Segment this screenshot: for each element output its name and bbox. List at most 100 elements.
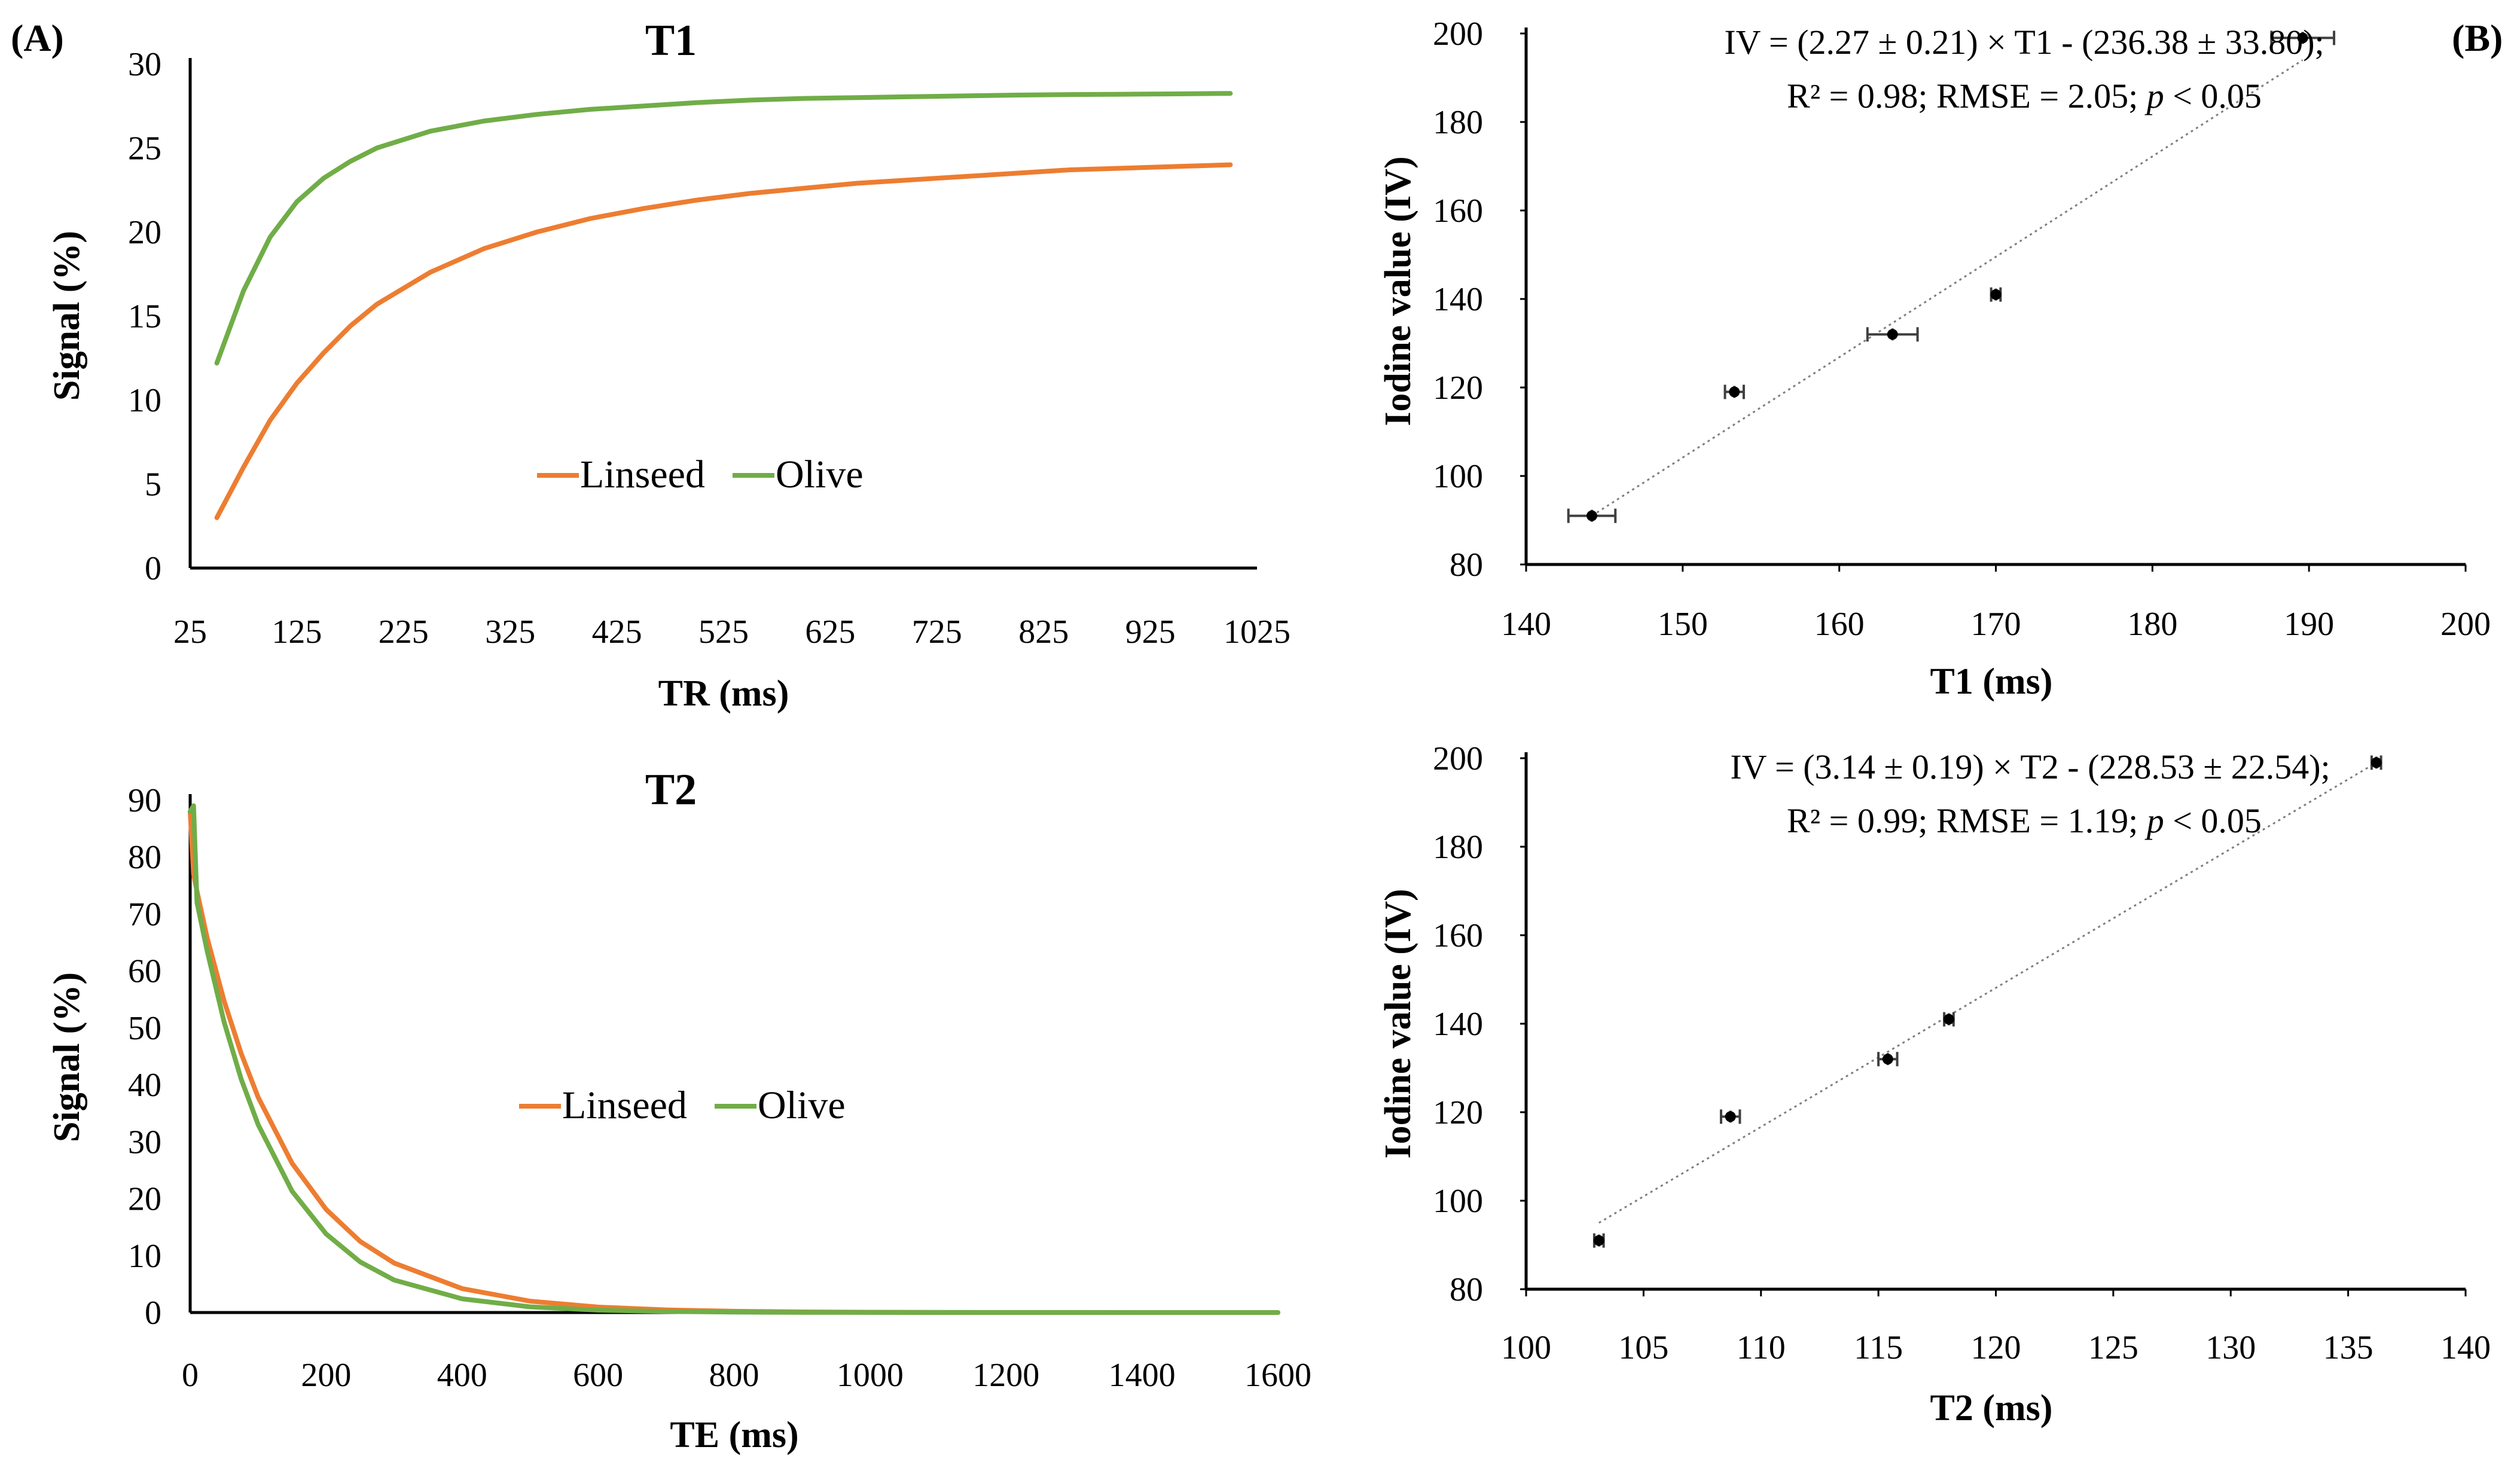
y-tick-label: 140 xyxy=(1433,281,1483,318)
x-tick-label: 225 xyxy=(379,614,429,651)
x-tick-label: 125 xyxy=(271,614,322,651)
y-axis-label: Iodine value (IV) xyxy=(1378,156,1418,426)
y-tick-label: 0 xyxy=(145,1295,161,1332)
data-point xyxy=(1725,1111,1736,1122)
x-tick-label: 1400 xyxy=(1109,1357,1176,1394)
regression-stats: R² = 0.98; RMSE = 2.05; p < 0.05 xyxy=(1787,77,2262,115)
x-tick-label: 105 xyxy=(1618,1329,1668,1366)
regression-stats: R² = 0.99; RMSE = 1.19; p < 0.05 xyxy=(1787,801,2262,840)
y-axis-label: Iodine value (IV) xyxy=(1378,889,1418,1158)
y-tick-label: 40 xyxy=(128,1067,161,1104)
series-line-linseed xyxy=(214,162,1233,520)
x-tick-label: 925 xyxy=(1125,614,1176,651)
legend-label-olive: Olive xyxy=(758,1084,846,1127)
x-tick-label: 0 xyxy=(182,1357,199,1394)
t2-signal-chart: 0 200 400 600 800 1000 1200 1400 1600 0 10 20 30 40 50… xyxy=(47,765,1311,1455)
x-tick-label: 140 xyxy=(2440,1329,2491,1366)
x-axis-label: T1 (ms) xyxy=(1930,661,2053,702)
x-tick-label: 600 xyxy=(573,1357,623,1394)
data-point xyxy=(1943,1014,1954,1025)
series-line-olive xyxy=(214,91,1233,366)
series-line-linseed xyxy=(188,809,1280,1315)
chart-title: T2 xyxy=(645,765,697,814)
y-tick-label: 70 xyxy=(128,896,161,933)
x-tick-label: 525 xyxy=(698,614,749,651)
x-tick-label: 170 xyxy=(1971,606,2021,643)
y-axis-label: Signal (%) xyxy=(47,972,87,1142)
y-tick-label: 200 xyxy=(1433,16,1483,53)
t1-signal-chart: 25 125 225 325 425 525 625 725 825 925 1025 0 5 10 15 2… xyxy=(47,16,1290,714)
x-tick-label: 120 xyxy=(1971,1329,2021,1366)
stats-suffix: < 0.05 xyxy=(2164,801,2262,840)
panel-label-a: (A) xyxy=(11,17,64,59)
x-tick-label: 200 xyxy=(301,1357,351,1394)
x-tick-label: 625 xyxy=(805,614,855,651)
y-tick-label: 120 xyxy=(1433,1094,1483,1131)
y-tick-label: 140 xyxy=(1433,1006,1483,1043)
x-tick-label: 25 xyxy=(173,614,207,651)
trendline xyxy=(1591,59,2304,517)
y-tick-label: 80 xyxy=(128,839,161,876)
panel-label-b: (B) xyxy=(2452,17,2503,59)
data-point xyxy=(2297,32,2308,44)
y-tick-label: 10 xyxy=(128,1238,161,1275)
y-tick-label: 80 xyxy=(1450,547,1483,584)
y-tick-label: 80 xyxy=(1450,1271,1483,1308)
series-line-olive xyxy=(188,803,1280,1315)
x-tick-label: 180 xyxy=(2127,606,2177,643)
x-tick-label: 1600 xyxy=(1244,1357,1311,1394)
chart-title: T1 xyxy=(645,16,697,65)
legend-label-olive: Olive xyxy=(776,453,864,496)
stats-p-symbol: p xyxy=(2144,77,2164,115)
y-tick-label: 5 xyxy=(145,466,161,503)
x-tick-label: 825 xyxy=(1018,614,1069,651)
legend-label-linseed: Linseed xyxy=(580,453,705,496)
y-tick-label: 180 xyxy=(1433,829,1483,866)
y-tick-label: 25 xyxy=(128,130,161,167)
stats-suffix: < 0.05 xyxy=(2164,77,2262,115)
x-tick-label: 130 xyxy=(2205,1329,2256,1366)
y-tick-label: 20 xyxy=(128,214,161,251)
y-tick-label: 50 xyxy=(128,1010,161,1047)
y-tick-label: 30 xyxy=(128,46,161,83)
x-tick-label: 325 xyxy=(485,614,535,651)
x-tick-label: 160 xyxy=(1814,606,1865,643)
y-tick-label: 200 xyxy=(1433,740,1483,777)
stats-prefix: R² = 0.98; RMSE = 2.05; xyxy=(1787,77,2147,115)
x-axis-label: T2 (ms) xyxy=(1930,1388,2053,1429)
x-tick-label: 200 xyxy=(2440,606,2491,643)
x-tick-label: 100 xyxy=(1501,1329,1551,1366)
data-point xyxy=(2370,757,2382,768)
x-tick-label: 190 xyxy=(2284,606,2334,643)
y-tick-label: 30 xyxy=(128,1124,161,1161)
y-tick-label: 160 xyxy=(1433,193,1483,230)
x-tick-label: 150 xyxy=(1658,606,1708,643)
x-tick-label: 800 xyxy=(709,1357,759,1394)
x-tick-label: 135 xyxy=(2323,1329,2373,1366)
y-tick-label: 10 xyxy=(128,382,161,419)
y-tick-label: 60 xyxy=(128,953,161,990)
data-point xyxy=(1882,1054,1893,1065)
y-axis-label: Signal (%) xyxy=(47,231,87,401)
y-tick-label: 15 xyxy=(128,298,161,335)
stats-p-symbol: p xyxy=(2144,801,2164,840)
data-point xyxy=(1990,289,2002,300)
x-tick-label: 140 xyxy=(1501,606,1551,643)
x-axis-label: TR (ms) xyxy=(658,673,789,714)
y-tick-label: 160 xyxy=(1433,917,1483,954)
data-point xyxy=(1586,510,1597,521)
trendline xyxy=(1598,762,2377,1224)
iv-vs-t2-chart: 100 105 110 115 120 125 130 135 140 80 100 120 140 16… xyxy=(1378,740,2491,1429)
data-point xyxy=(1729,386,1740,398)
y-tick-label: 20 xyxy=(128,1181,161,1218)
y-tick-label: 0 xyxy=(145,550,161,587)
legend-label-linseed: Linseed xyxy=(562,1084,687,1127)
iv-vs-t1-chart: 140 150 160 170 180 190 200 80 100 120 140 160 180 20… xyxy=(1378,16,2491,702)
x-tick-label: 400 xyxy=(437,1357,487,1394)
x-tick-label: 425 xyxy=(592,614,642,651)
y-tick-label: 120 xyxy=(1433,370,1483,407)
y-tick-label: 90 xyxy=(128,782,161,819)
x-axis-label: TE (ms) xyxy=(670,1415,798,1455)
data-point xyxy=(1593,1235,1604,1246)
